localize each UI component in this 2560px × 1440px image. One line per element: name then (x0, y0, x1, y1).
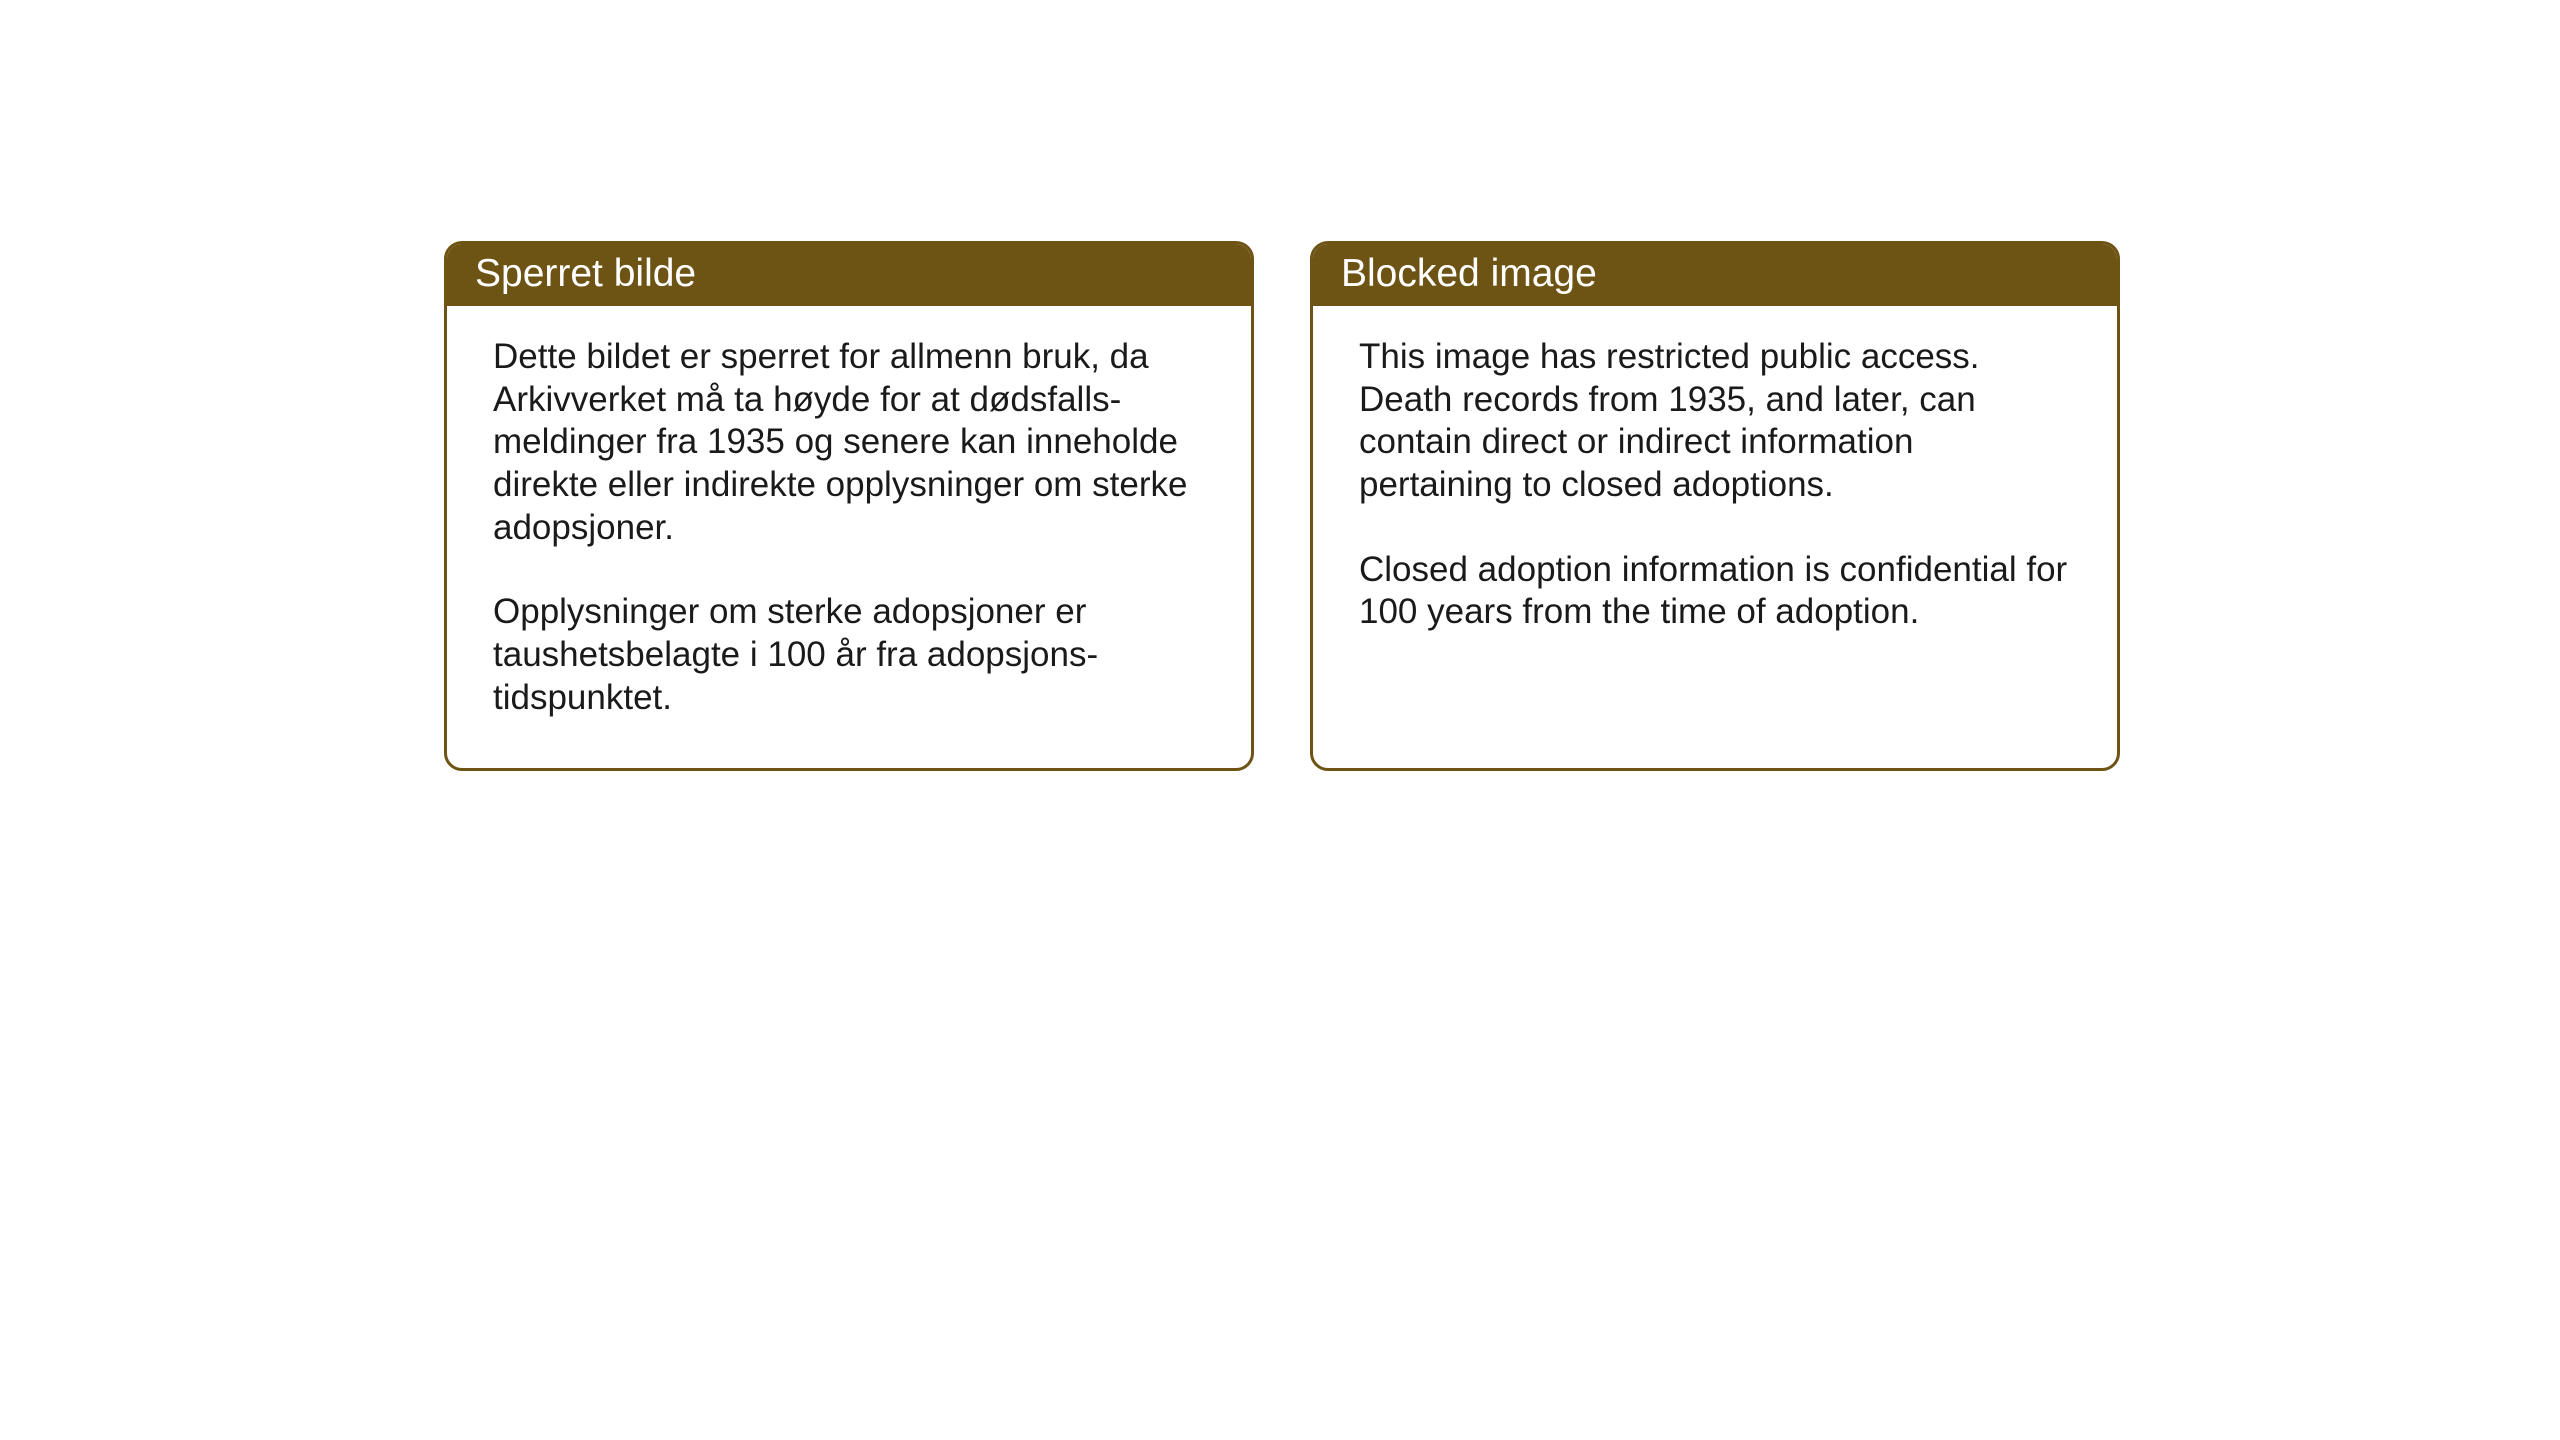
notice-paragraph: Dette bildet er sperret for allmenn bruk… (493, 336, 1205, 549)
notice-paragraph: Opplysninger om sterke adopsjoner er tau… (493, 591, 1205, 719)
notice-title-norwegian: Sperret bilde (447, 244, 1251, 306)
notice-card-english: Blocked image This image has restricted … (1310, 241, 2120, 771)
notices-container: Sperret bilde Dette bildet er sperret fo… (444, 241, 2120, 771)
notice-paragraph: Closed adoption information is confident… (1359, 549, 2071, 634)
notice-title-english: Blocked image (1313, 244, 2117, 306)
notice-body-english: This image has restricted public access.… (1313, 306, 2117, 682)
notice-paragraph: This image has restricted public access.… (1359, 336, 2071, 507)
notice-body-norwegian: Dette bildet er sperret for allmenn bruk… (447, 306, 1251, 768)
notice-card-norwegian: Sperret bilde Dette bildet er sperret fo… (444, 241, 1254, 771)
